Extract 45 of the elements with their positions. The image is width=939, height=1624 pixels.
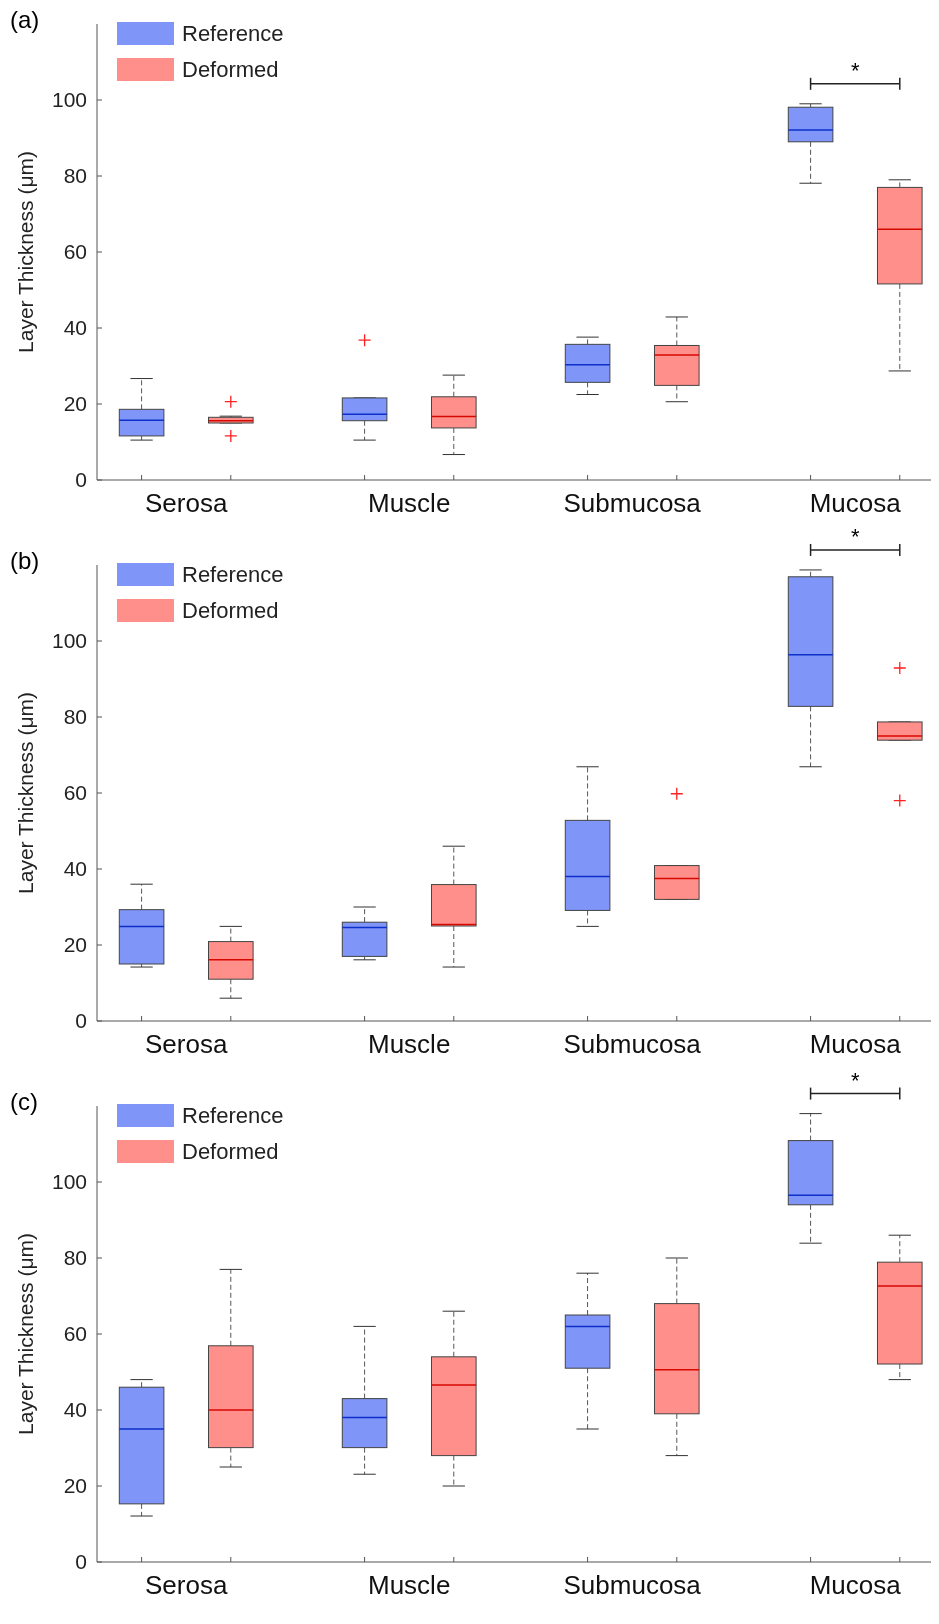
x-tick-label: Muscle: [368, 1029, 451, 1059]
y-axis-title: Layer Thickness (μm): [14, 692, 37, 894]
y-tick-label: 60: [63, 240, 87, 264]
y-tick-label: 100: [51, 1170, 87, 1194]
text: *: [850, 1067, 860, 1093]
y-tick-label: 20: [63, 1474, 87, 1498]
y-tick-label: 40: [63, 857, 87, 881]
x-tick-label: Muscle: [368, 488, 451, 518]
text: *: [850, 523, 860, 549]
y-tick-label: 40: [63, 1398, 87, 1422]
x-tick-label: Submucosa: [563, 1029, 702, 1059]
y-tick-label: 20: [63, 392, 87, 416]
y-tick-label: 80: [63, 1246, 87, 1270]
chart-title: (b): [10, 547, 40, 574]
annotation: *: [850, 57, 860, 83]
legend-label: Deformed: [182, 57, 279, 82]
y-tick-label: 60: [63, 1322, 87, 1346]
y-tick-label: 80: [63, 164, 87, 188]
x-tick-label: Muscle: [368, 1570, 451, 1600]
x-tick-label: Mucosa: [809, 488, 902, 518]
chart-title: (a): [10, 6, 40, 33]
x-tick-label: Submucosa: [563, 488, 702, 518]
x-tick-label: Serosa: [145, 1029, 228, 1059]
y-axis-title: Layer Thickness (μm): [14, 151, 37, 353]
legend-label: Reference: [182, 21, 284, 46]
legend-label: Reference: [182, 1103, 284, 1128]
y-tick-label: 100: [51, 88, 87, 112]
y-tick-label: 80: [63, 705, 87, 729]
y-tick-label: 0: [75, 1009, 87, 1033]
legend-label: Reference: [182, 562, 284, 587]
x-tick-label: Serosa: [145, 1570, 228, 1600]
x-tick-label: Submucosa: [563, 1570, 702, 1600]
y-tick-label: 0: [75, 1550, 87, 1574]
x-tick-label: Serosa: [145, 488, 228, 518]
x-tick-label: Mucosa: [809, 1570, 902, 1600]
y-tick-label: 60: [63, 781, 87, 805]
y-tick-label: 20: [63, 933, 87, 957]
y-tick-label: 100: [51, 629, 87, 653]
chart-title: (c): [10, 1088, 38, 1115]
y-tick-label: 40: [63, 316, 87, 340]
x-tick-label: Mucosa: [809, 1029, 902, 1059]
legend-label: Deformed: [182, 1139, 279, 1164]
y-tick-label: 0: [75, 468, 87, 492]
y-axis-title: Layer Thickness (μm): [14, 1233, 37, 1435]
legend-label: Deformed: [182, 598, 279, 623]
